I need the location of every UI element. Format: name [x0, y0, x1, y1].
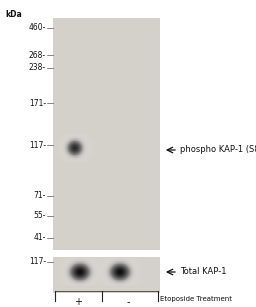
Text: 268-: 268-: [29, 50, 46, 60]
Text: 460-: 460-: [29, 24, 46, 33]
Text: 117-: 117-: [29, 141, 46, 150]
Text: +: +: [74, 297, 82, 307]
Text: 117-: 117-: [29, 258, 46, 266]
Bar: [53, 18, 160, 250]
Text: phospho KAP-1 (S824): phospho KAP-1 (S824): [180, 146, 256, 154]
Text: kDa: kDa: [5, 10, 22, 19]
Text: 71-: 71-: [34, 192, 46, 200]
Text: -: -: [126, 297, 130, 307]
Text: 41-: 41-: [34, 234, 46, 243]
Text: 238-: 238-: [29, 64, 46, 72]
Text: 171-: 171-: [29, 99, 46, 107]
Text: Total KAP-1: Total KAP-1: [180, 267, 227, 277]
Bar: [53, 257, 160, 293]
Text: 55-: 55-: [34, 212, 46, 220]
Text: Etoposide Treatment: Etoposide Treatment: [160, 296, 232, 302]
